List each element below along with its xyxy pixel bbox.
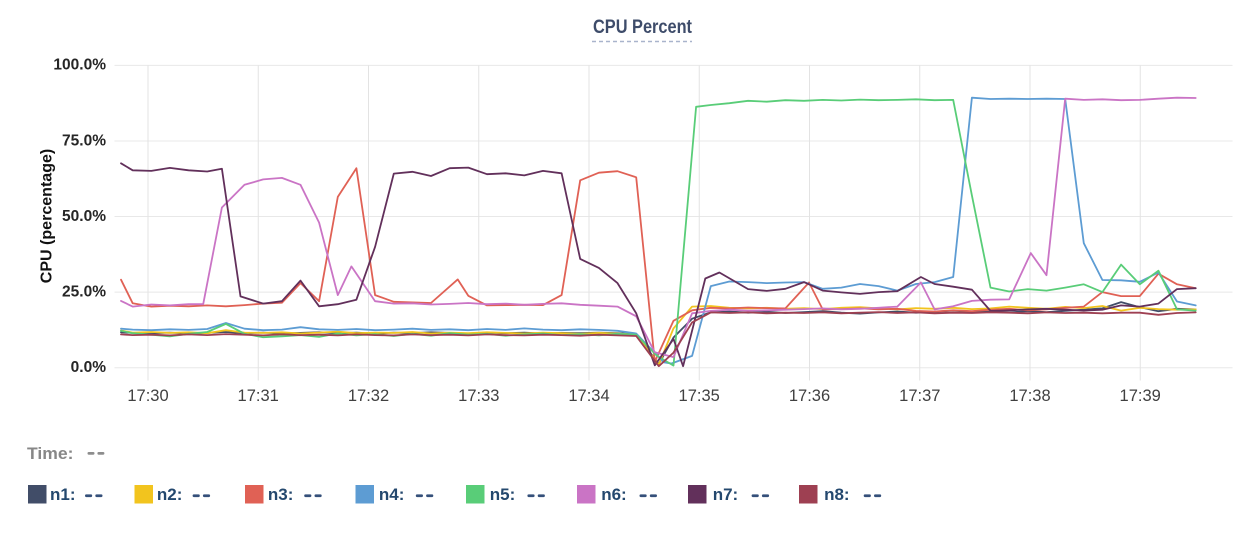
svg-text:17:35: 17:35 (679, 387, 720, 405)
svg-text:50.0%: 50.0% (62, 208, 106, 225)
svg-text:n8:: n8: (824, 485, 850, 504)
svg-text:Time:: Time: (27, 445, 74, 463)
svg-text:n6:: n6: (601, 485, 627, 504)
svg-text:17:39: 17:39 (1120, 387, 1161, 405)
svg-text:CPU (percentage): CPU (percentage) (39, 149, 56, 284)
svg-text:n7:: n7: (713, 485, 739, 504)
svg-text:17:36: 17:36 (789, 387, 830, 405)
svg-text:CPU Percent: CPU Percent (593, 17, 693, 38)
svg-text:n4:: n4: (379, 485, 405, 504)
svg-text:n3:: n3: (268, 485, 294, 504)
svg-text:17:34: 17:34 (568, 387, 609, 405)
svg-text:17:32: 17:32 (348, 387, 389, 405)
svg-text:17:31: 17:31 (238, 387, 279, 405)
svg-text:17:33: 17:33 (458, 387, 499, 405)
svg-text:17:38: 17:38 (1009, 387, 1050, 405)
svg-text:n2:: n2: (157, 485, 183, 504)
svg-text:0.0%: 0.0% (71, 359, 107, 376)
svg-text:n5:: n5: (490, 485, 516, 504)
svg-text:17:37: 17:37 (899, 387, 940, 405)
svg-text:25.0%: 25.0% (62, 283, 106, 300)
svg-text:n1:: n1: (50, 485, 76, 504)
svg-text:100.0%: 100.0% (53, 57, 106, 74)
svg-text:75.0%: 75.0% (62, 132, 106, 149)
svg-text:17:30: 17:30 (127, 387, 168, 405)
